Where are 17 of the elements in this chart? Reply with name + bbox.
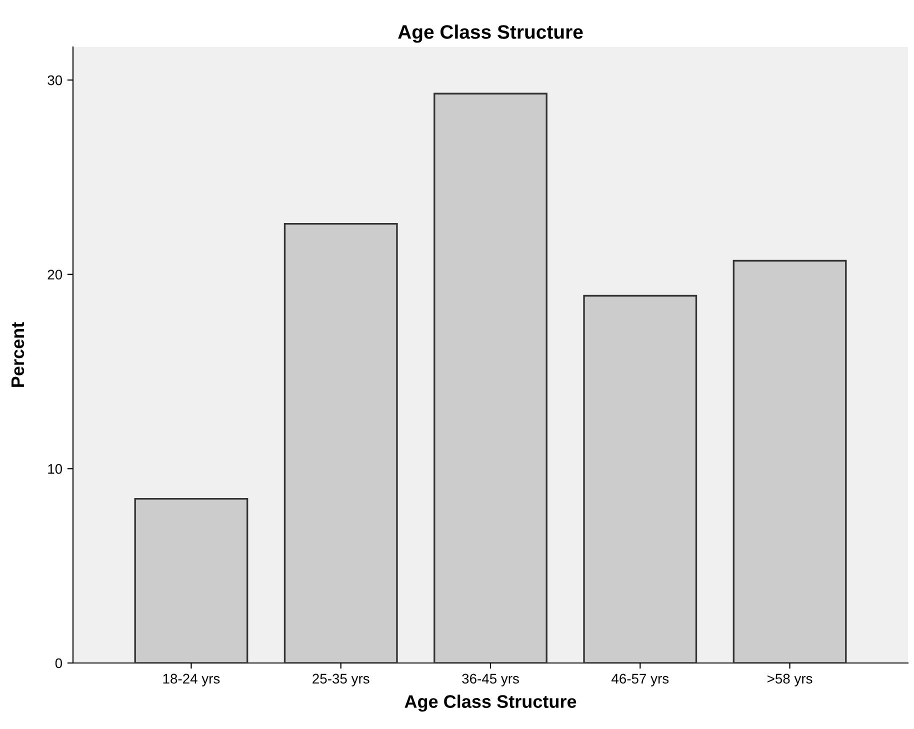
bar: [732, 260, 847, 663]
y-tick-label: 0: [55, 658, 62, 668]
bar: [583, 294, 698, 663]
bar: [134, 498, 248, 663]
chart-title: Age Class Structure: [398, 24, 583, 43]
x-tick-label: 25-35 yrs: [312, 674, 370, 686]
x-tick-label: 36-45 yrs: [462, 674, 519, 686]
bar: [284, 223, 398, 663]
y-tick-label: 10: [48, 464, 62, 474]
bar: [434, 92, 548, 663]
x-tick-label: 46-57 yrs: [612, 674, 669, 686]
y-axis-title: Percent: [12, 322, 24, 387]
y-tick-label: 30: [48, 75, 62, 86]
y-tick-label: 20: [48, 270, 62, 280]
x-tick-label: >58 yrs: [768, 674, 812, 686]
x-tick-label: 18-24 yrs: [163, 674, 220, 686]
x-axis-title: Age Class Structure: [404, 694, 576, 712]
